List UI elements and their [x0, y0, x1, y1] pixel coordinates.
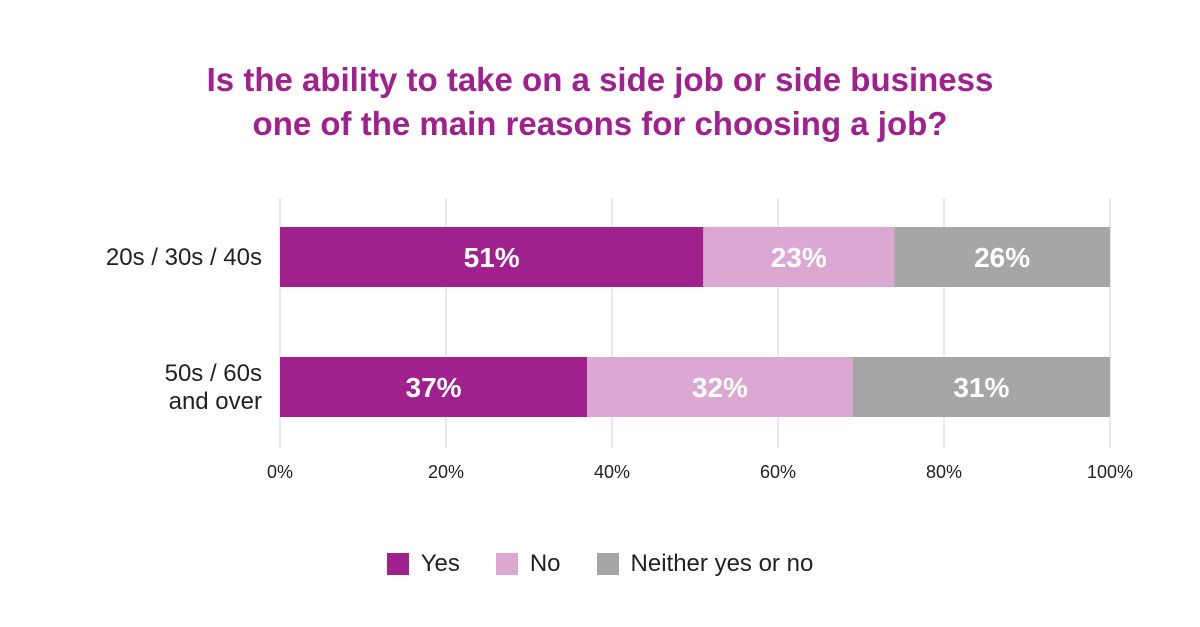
legend-swatch-yes — [386, 553, 409, 575]
chart-title-line-2: one of the main reasons for choosing a j… — [252, 105, 948, 142]
category-label-line: and over — [169, 388, 262, 415]
data-label: 32% — [692, 372, 748, 403]
x-tick-label: 80% — [926, 462, 962, 482]
legend-swatch-no — [495, 553, 518, 575]
chart-title: Is the ability to take on a side job or … — [0, 58, 1200, 146]
legend-label-yes: Yes — [420, 550, 460, 577]
data-label: 26% — [974, 242, 1030, 273]
category-label-line: 50s / 60s — [165, 360, 262, 387]
legend-item-no: No — [495, 550, 561, 578]
bar-segment — [852, 357, 1110, 417]
category-label: 20s / 30s / 40s — [106, 244, 262, 271]
legend-label-neither: Neither yes or no — [630, 550, 814, 577]
x-tick-label: 20% — [428, 462, 464, 482]
x-tick-label: 40% — [594, 462, 630, 482]
legend-item-yes: Yes — [386, 550, 460, 578]
category-label-line: 20s / 30s / 40s — [106, 244, 262, 271]
bar-segment — [587, 357, 853, 417]
data-label: 51% — [464, 242, 520, 273]
x-tick-label: 60% — [760, 462, 796, 482]
data-label: 23% — [771, 242, 827, 273]
legend-swatch-neither — [596, 553, 619, 575]
category-labels: 20s / 30s / 40s 50s / 60s and over — [106, 244, 262, 415]
data-label: 37% — [406, 372, 462, 403]
bar-segment — [280, 357, 588, 417]
x-tick-labels: 0% 20% 40% 60% 80% 100% — [267, 462, 1133, 482]
legend-item-neither: Neither yes or no — [596, 550, 814, 578]
legend-label-no: No — [529, 550, 561, 577]
chart-legend: Yes No Neither yes or no — [0, 550, 1200, 578]
bar-segment — [280, 227, 704, 287]
bar-segment — [703, 227, 895, 287]
bars: 51% 23% 26% 37% 32% 31% — [280, 227, 1110, 417]
x-tick-label: 100% — [1087, 462, 1133, 482]
bar-segment — [894, 227, 1110, 287]
data-label: 31% — [953, 372, 1009, 403]
chart-title-line-1: Is the ability to take on a side job or … — [206, 61, 994, 98]
category-label: 50s / 60s and over — [165, 360, 262, 415]
x-tick-label: 0% — [267, 462, 293, 482]
